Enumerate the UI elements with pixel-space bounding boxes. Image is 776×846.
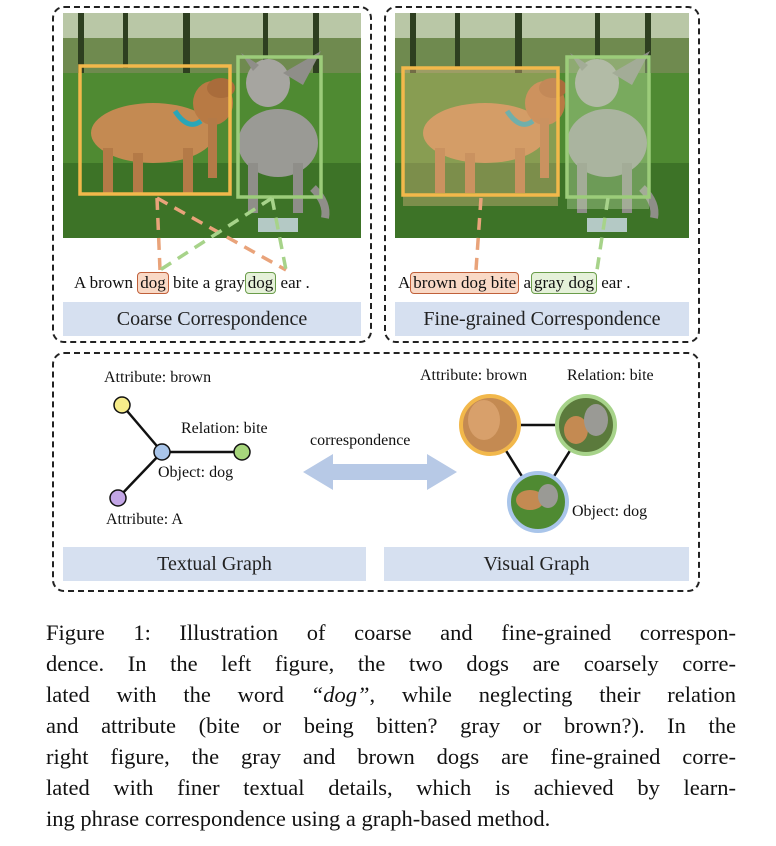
fine-brown-dog-bite-tag: brown dog bite bbox=[410, 272, 520, 294]
caption-quoted-dog: “dog” bbox=[310, 682, 370, 707]
visual-object-dog-label: Object: dog bbox=[572, 503, 648, 520]
textual-node-relation-bite bbox=[233, 443, 251, 461]
caption-line-1: Figure 1: Illustration of coarse and fin… bbox=[46, 620, 736, 645]
visual-node-attr-brown bbox=[459, 394, 521, 456]
fine-grained-photo-art bbox=[395, 13, 689, 238]
caption-line-2: dence. In the left figure, the two dogs … bbox=[46, 651, 736, 676]
coarse-word-5: ear . bbox=[280, 273, 310, 292]
coarse-sentence: A brown dog bite a gray dog ear . bbox=[74, 272, 310, 294]
visual-graph-label: Visual Graph bbox=[384, 547, 689, 581]
coarse-green-bbox bbox=[236, 55, 323, 199]
coarse-panel bbox=[52, 6, 372, 343]
coarse-photo bbox=[63, 13, 361, 238]
coarse-word-3: bite a gray bbox=[173, 273, 245, 292]
fine-word-5: ear . bbox=[601, 273, 631, 292]
coarse-dash-green-1 bbox=[159, 196, 273, 272]
visual-node-relation-bite bbox=[555, 394, 617, 456]
fine-grained-photo bbox=[395, 13, 689, 238]
caption-line-6: lated with finer textual details, which … bbox=[46, 775, 736, 800]
caption-line-3-head: lated with the word bbox=[46, 682, 311, 707]
fine-word-1: A bbox=[398, 273, 411, 292]
coarse-word-1: A brown bbox=[74, 273, 134, 292]
textual-node-attr-brown bbox=[113, 396, 131, 414]
fine-dash-green bbox=[595, 197, 610, 271]
fine-green-bbox bbox=[565, 55, 651, 199]
caption-line-5: right figure, the gray and brown dogs ar… bbox=[46, 744, 736, 769]
graph-panel bbox=[52, 352, 700, 592]
textual-attr-brown-label: Attribute: brown bbox=[104, 369, 212, 386]
coarse-dash-orange-2 bbox=[156, 196, 287, 272]
caption-line-3-tail: , while neglecting their relation bbox=[369, 682, 736, 707]
textual-object-dog-label: Object: dog bbox=[158, 464, 234, 481]
coarse-orange-bbox bbox=[78, 64, 232, 196]
fine-gray-dog-tag: gray dog bbox=[531, 272, 597, 294]
coarse-dash-green-2 bbox=[270, 197, 288, 271]
caption-line-3: lated with the word “dog”, while neglect… bbox=[46, 679, 736, 710]
coarse-photo-art bbox=[63, 13, 361, 238]
coarse-dog-tag-1: dog bbox=[137, 272, 169, 294]
fine-orange-bbox bbox=[401, 66, 560, 197]
textual-node-attr-a bbox=[109, 489, 127, 507]
visual-relation-bite-label: Relation: bite bbox=[567, 367, 654, 384]
textual-graph-label: Textual Graph bbox=[63, 547, 366, 581]
fine-grained-correspondence-label: Fine-grained Correspondence bbox=[395, 302, 689, 336]
correspondence-label: correspondence bbox=[310, 432, 411, 449]
figure-caption: Figure 1: Illustration of coarse and fin… bbox=[46, 617, 736, 834]
visual-node-object-dog bbox=[507, 471, 569, 533]
coarse-dash-orange-1 bbox=[155, 197, 162, 271]
visual-attr-brown-label: Attribute: brown bbox=[420, 367, 528, 384]
fine-word-3: a bbox=[523, 273, 532, 292]
caption-line-4: and attribute (bite or being bitten? gra… bbox=[46, 713, 736, 738]
textual-relation-bite-label: Relation: bite bbox=[181, 420, 268, 437]
fine-dash-orange bbox=[474, 197, 483, 271]
caption-line-7: ing phrase correspondence using a graph-… bbox=[46, 806, 551, 831]
coarse-dog-tag-2: dog bbox=[244, 272, 277, 294]
fine-grained-panel bbox=[384, 6, 700, 343]
textual-attr-a-label: Attribute: A bbox=[106, 511, 183, 528]
textual-node-object-dog bbox=[153, 443, 171, 461]
coarse-correspondence-label: Coarse Correspondence bbox=[63, 302, 361, 336]
